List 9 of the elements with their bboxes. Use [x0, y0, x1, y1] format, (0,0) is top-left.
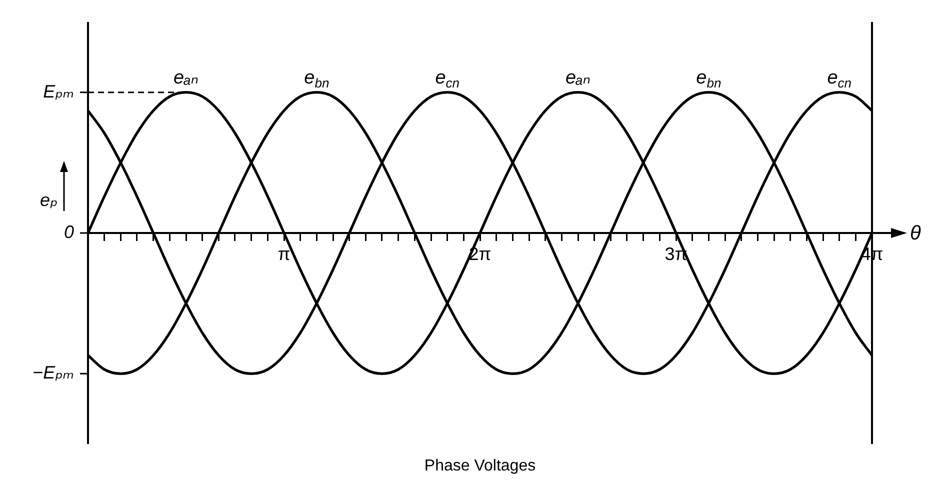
x-tick-label: π — [278, 244, 290, 264]
x-axis-title: θ — [910, 222, 921, 245]
y-axis-title: eₚ — [40, 190, 58, 210]
text: 0 — [64, 222, 74, 242]
series-label: eₐₙ — [566, 68, 591, 89]
text: Phase Voltages — [424, 457, 536, 474]
ref-line-label: Eₚₘ — [43, 81, 74, 102]
text: −Eₚₘ — [32, 362, 74, 383]
text: eₐₙ — [174, 68, 199, 89]
